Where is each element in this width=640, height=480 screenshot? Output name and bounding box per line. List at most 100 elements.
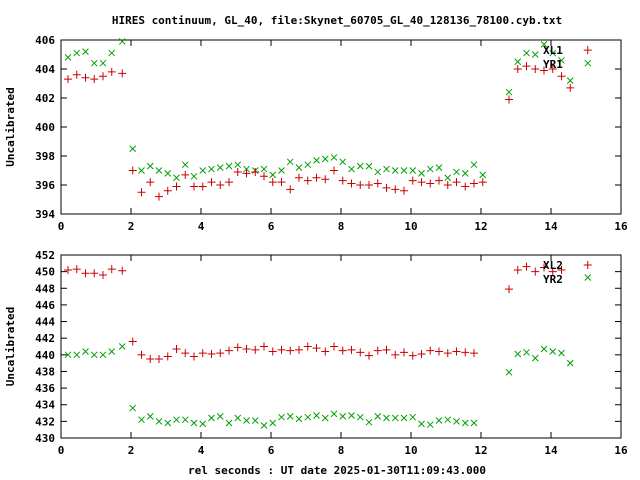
data-point	[208, 165, 215, 173]
series-XL2	[64, 260, 592, 363]
data-point	[198, 349, 207, 358]
y-tick-label: 396	[35, 179, 55, 192]
data-point	[72, 265, 81, 274]
data-point	[155, 354, 163, 363]
data-point	[118, 69, 127, 78]
data-point	[566, 83, 575, 92]
data-point	[583, 46, 592, 55]
data-point	[199, 420, 207, 428]
data-point	[426, 346, 435, 355]
x-tick-label: 16	[614, 444, 628, 457]
legend-label-XL2: XL2	[543, 259, 563, 272]
data-point	[356, 162, 364, 170]
data-point	[107, 265, 116, 274]
data-point	[163, 352, 172, 361]
data-point	[99, 351, 107, 359]
data-point	[513, 265, 522, 274]
data-point	[522, 262, 531, 271]
data-point	[531, 267, 540, 276]
data-point	[155, 192, 163, 201]
data-point	[118, 343, 126, 350]
data-point	[417, 178, 426, 187]
data-point	[137, 350, 146, 359]
x-tick-label: 6	[268, 220, 275, 233]
x-tick-label: 2	[128, 220, 135, 233]
data-point	[90, 75, 99, 84]
data-point	[286, 413, 294, 420]
x-tick-label: 4	[198, 444, 205, 457]
data-point	[321, 347, 330, 356]
data-point	[225, 346, 233, 355]
data-point	[99, 59, 107, 67]
data-point	[81, 73, 90, 82]
y-tick-label: 442	[35, 332, 55, 345]
data-point	[583, 260, 592, 269]
data-point	[330, 166, 338, 175]
data-point	[190, 172, 198, 180]
y-tick-label: 400	[35, 121, 55, 134]
data-point	[409, 167, 417, 174]
data-point	[138, 416, 145, 424]
data-point	[453, 168, 460, 176]
data-point	[225, 419, 233, 427]
data-point	[356, 181, 365, 189]
legend-label-YR2: YR2	[543, 273, 563, 286]
x-tick-label: 12	[474, 444, 487, 457]
legend-label-YR1: YR1	[543, 58, 563, 71]
data-point	[348, 412, 355, 419]
data-point	[216, 181, 225, 189]
y-tick-label: 394	[35, 208, 55, 221]
data-point	[128, 166, 137, 175]
data-point	[540, 263, 548, 272]
y-tick-label: 434	[35, 399, 55, 412]
data-point	[548, 267, 557, 276]
y-tick-label: 436	[35, 382, 55, 395]
data-point	[452, 178, 461, 187]
y-tick-label: 448	[35, 282, 55, 295]
data-point	[304, 161, 312, 169]
data-point	[199, 167, 207, 174]
data-point	[233, 343, 242, 352]
y-tick-label: 440	[35, 349, 55, 362]
data-point	[470, 179, 478, 188]
data-point	[260, 342, 268, 351]
data-point	[64, 265, 72, 274]
data-point	[522, 62, 531, 71]
y-tick-label: 432	[35, 415, 55, 428]
data-point	[138, 167, 145, 174]
data-point	[548, 65, 557, 73]
data-point	[383, 165, 390, 173]
data-point	[99, 72, 107, 81]
data-point	[479, 171, 487, 179]
x-tick-label: 16	[614, 220, 628, 233]
data-point	[129, 404, 137, 412]
data-point	[181, 161, 189, 169]
data-point	[72, 70, 81, 79]
data-point	[107, 67, 116, 76]
y-tick-label: 406	[35, 34, 55, 47]
data-point	[313, 412, 320, 419]
data-point	[190, 182, 198, 191]
data-point	[408, 351, 417, 360]
plot-frame	[60, 39, 622, 215]
data-point	[295, 415, 303, 423]
data-point	[584, 59, 592, 67]
data-point	[146, 354, 155, 363]
y-tick-label: 404	[35, 63, 55, 76]
data-point	[513, 65, 522, 73]
data-point	[505, 285, 513, 294]
data-point	[137, 188, 146, 197]
data-point	[356, 348, 365, 357]
data-point	[90, 59, 98, 67]
data-point	[155, 418, 163, 425]
data-point	[260, 422, 268, 429]
data-point	[444, 416, 452, 424]
data-point	[470, 419, 478, 427]
data-point	[198, 182, 207, 191]
series-XL1	[64, 38, 592, 182]
x-tick-label: 8	[338, 220, 345, 233]
data-point	[505, 95, 513, 104]
data-point	[514, 58, 522, 66]
data-point	[216, 349, 225, 358]
data-point	[365, 181, 373, 189]
